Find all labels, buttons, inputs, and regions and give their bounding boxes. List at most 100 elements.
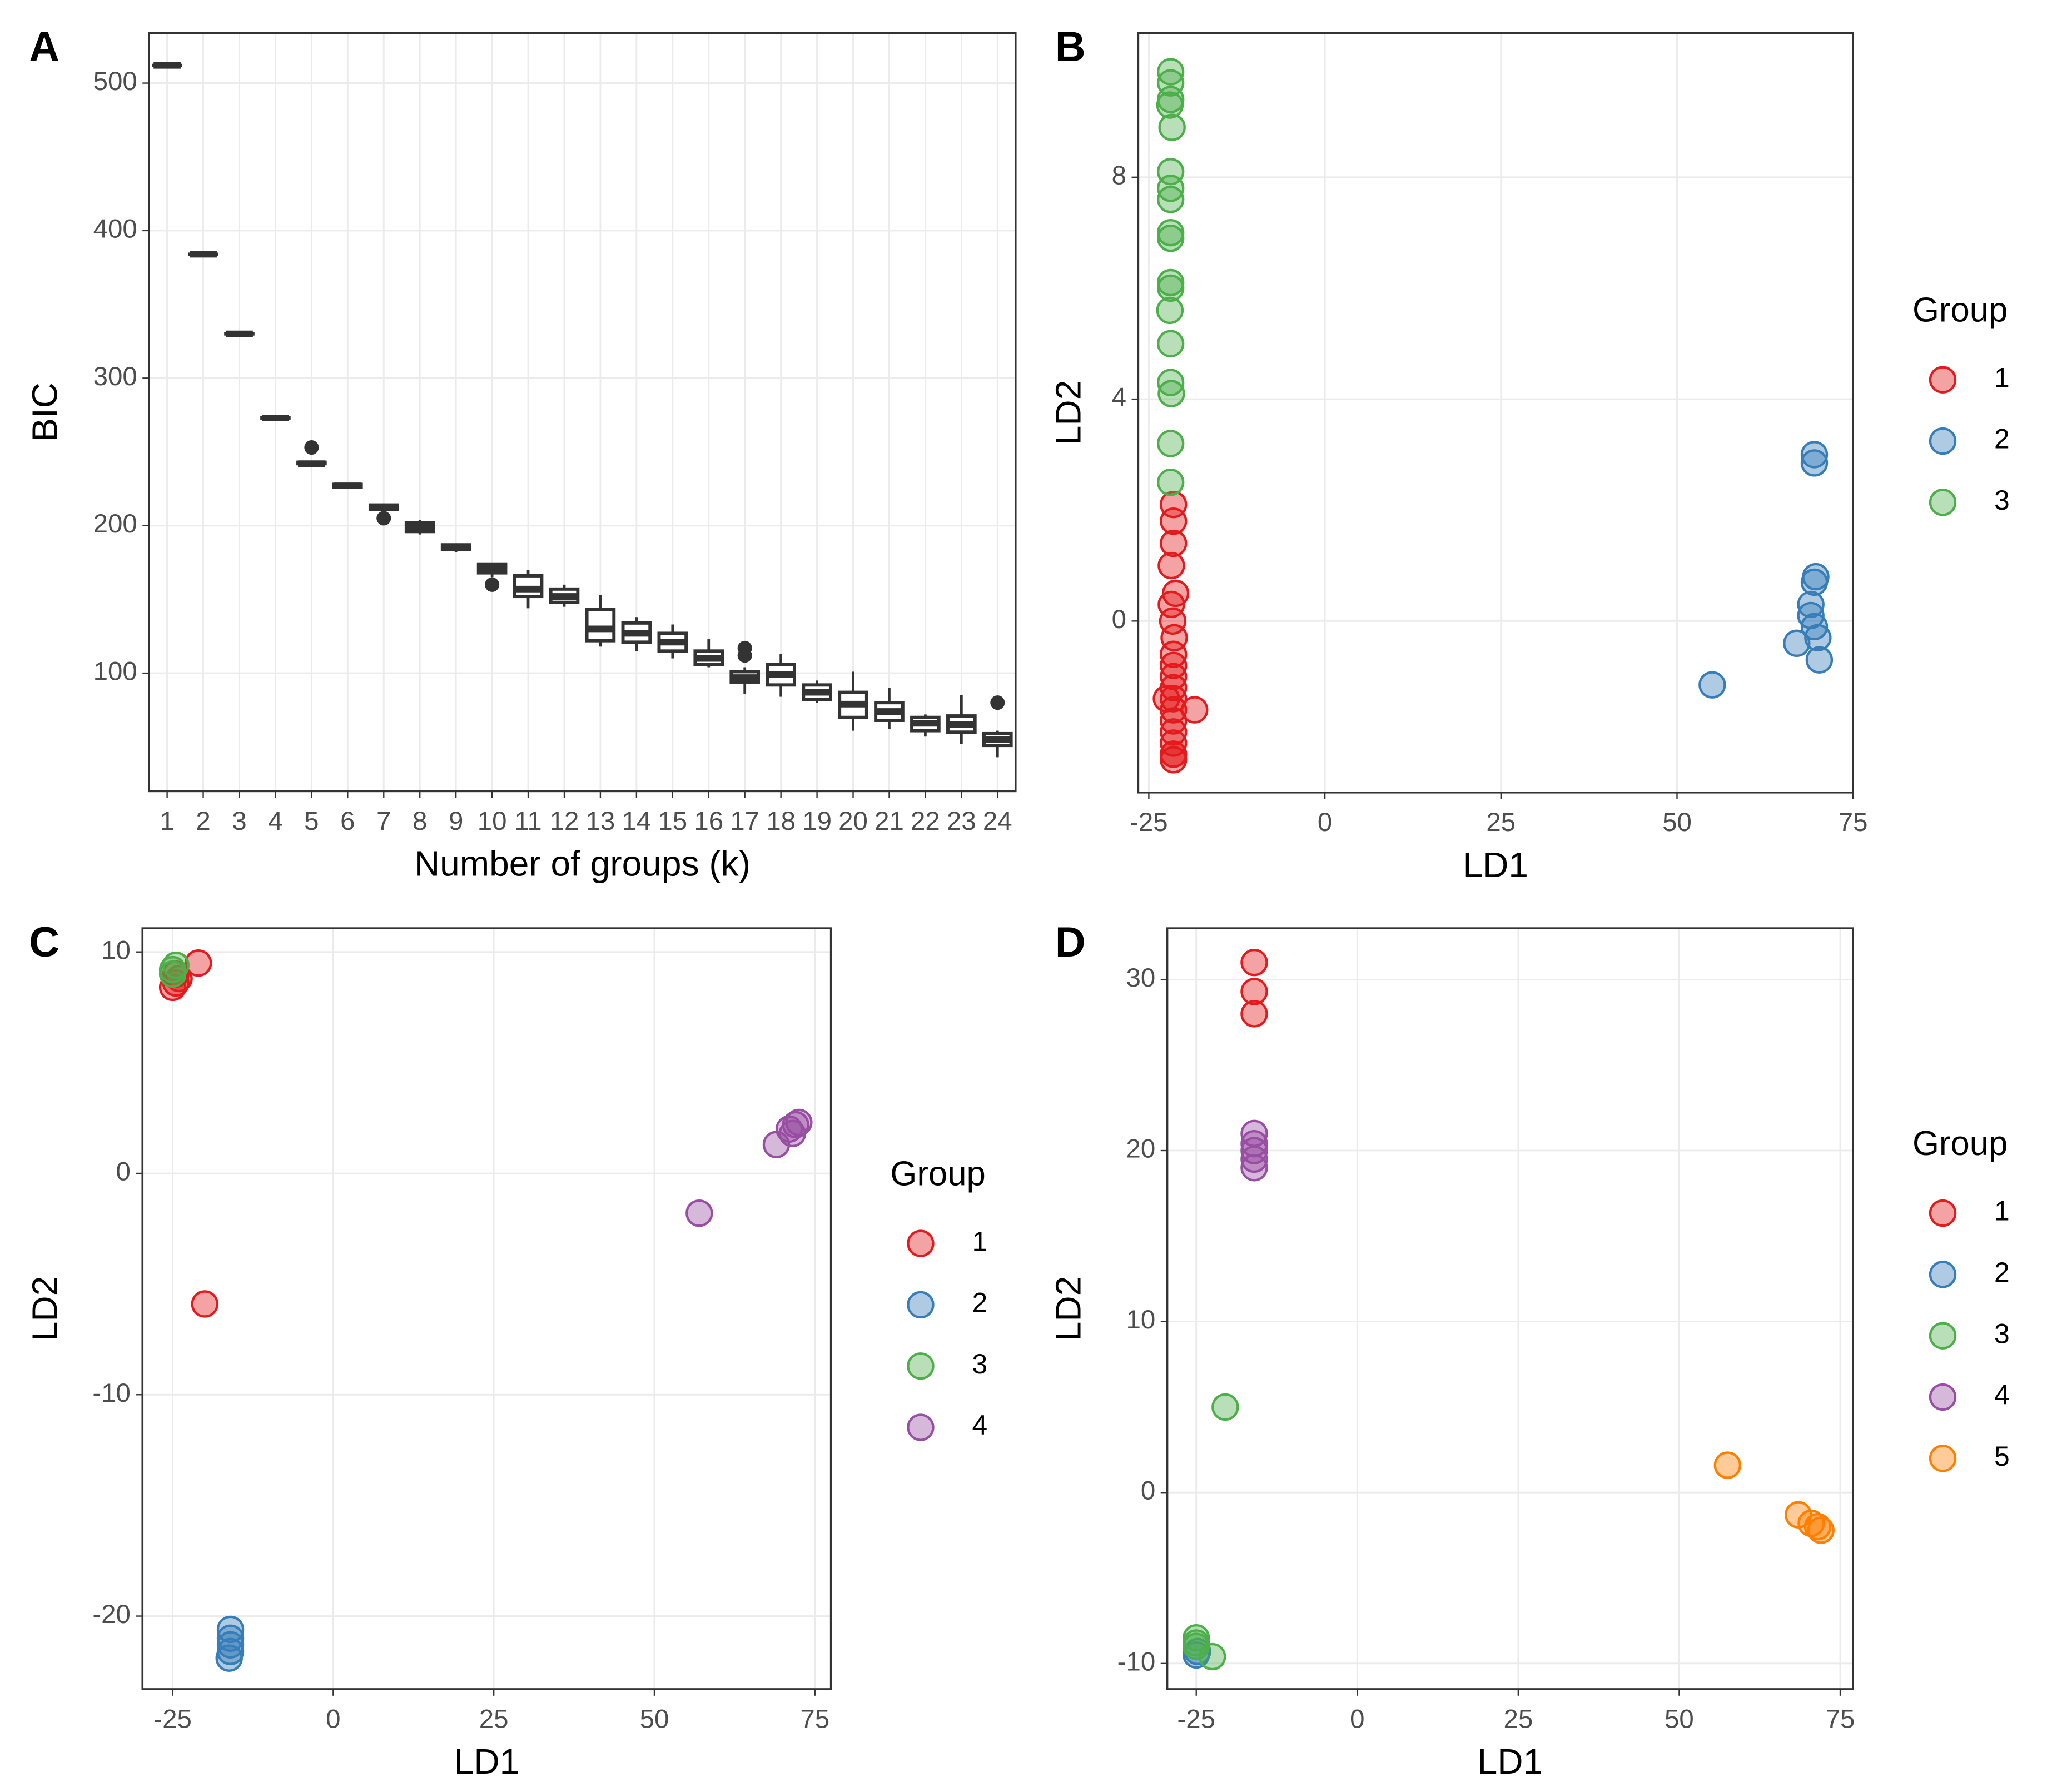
plot-background: [142, 928, 831, 1689]
legend-label: 3: [972, 1348, 987, 1380]
plot-background: [149, 33, 1016, 792]
plot-background: [1138, 33, 1854, 793]
point: [1240, 1154, 1268, 1182]
point: [1160, 640, 1188, 668]
point: [1156, 330, 1185, 357]
x-tick-label: 24: [983, 807, 1012, 836]
point: [1797, 590, 1825, 619]
point: [1183, 1629, 1210, 1657]
x-tick-label: -25: [153, 1704, 192, 1734]
legend-label: 1: [1994, 362, 2010, 393]
x-tick-label: 23: [947, 807, 976, 836]
legend-key: [907, 1291, 935, 1319]
x-tick-label: 13: [586, 807, 615, 836]
outlier: [485, 577, 500, 592]
y-tick-label: 10: [1126, 1305, 1155, 1335]
outlier: [737, 640, 752, 656]
point: [1713, 1451, 1741, 1479]
panel-label: A: [29, 23, 59, 71]
legend-key: [907, 1413, 935, 1441]
x-tick-label: 9: [449, 807, 463, 836]
x-tick-label: 12: [550, 807, 579, 836]
plot-border: [1137, 32, 1854, 794]
point: [1240, 1145, 1268, 1173]
point: [1805, 646, 1834, 674]
point: [1156, 175, 1185, 202]
outlier: [304, 440, 319, 455]
point: [1160, 507, 1188, 535]
legend-title: Group: [890, 1154, 985, 1193]
x-axis-title: LD1: [1478, 1741, 1543, 1781]
legend-key: [1929, 366, 1957, 394]
x-tick-label: 6: [340, 807, 355, 836]
legend-key: [1929, 1322, 1957, 1350]
plot-background: [1167, 928, 1854, 1689]
point: [1156, 296, 1184, 325]
y-tick-label: 100: [93, 657, 137, 686]
x-tick-label: 7: [376, 807, 391, 836]
x-tick-label: 11: [514, 807, 541, 836]
x-axis-title: LD1: [1463, 845, 1529, 885]
y-tick-label: 4: [1112, 383, 1126, 412]
panel-label: B: [1055, 23, 1086, 71]
x-tick-label: 25: [1503, 1704, 1533, 1734]
point: [191, 1290, 219, 1318]
point: [1156, 469, 1185, 496]
x-tick-label: 15: [658, 807, 687, 836]
x-tick-label: 25: [1486, 808, 1516, 837]
x-tick-label: -25: [1177, 1704, 1215, 1734]
x-tick-label: 17: [730, 807, 759, 836]
plot-border: [1166, 927, 1854, 1690]
legend-label: 3: [1994, 485, 2010, 516]
outlier: [376, 511, 391, 526]
x-tick-label: 3: [232, 807, 246, 836]
point: [1160, 718, 1188, 746]
x-tick-label: 19: [802, 807, 832, 836]
point: [215, 1644, 243, 1672]
point: [1240, 1000, 1268, 1028]
legend-key: [907, 1352, 935, 1380]
point: [1800, 441, 1829, 469]
point: [1157, 380, 1185, 407]
legend-key: [1929, 1445, 1957, 1472]
point: [1158, 113, 1186, 141]
point: [1240, 978, 1268, 1005]
outlier: [990, 695, 1005, 710]
plot-border: [141, 927, 832, 1690]
legend-label: 5: [1994, 1441, 2010, 1472]
point: [1156, 274, 1185, 302]
x-tick-label: 18: [766, 807, 796, 836]
point: [1156, 224, 1185, 252]
point: [1156, 91, 1184, 119]
legend-title: Group: [1912, 1124, 2008, 1163]
plot-border: [148, 32, 1017, 793]
y-tick-label: -10: [1117, 1647, 1156, 1676]
x-tick-label: 75: [1826, 1704, 1855, 1734]
y-tick-label: 0: [1112, 605, 1126, 634]
panel-label: C: [29, 919, 59, 966]
point: [1156, 430, 1185, 457]
panel-label: D: [1055, 919, 1086, 966]
y-tick-label: 20: [1126, 1134, 1155, 1164]
legend-key: [1929, 1199, 1957, 1227]
x-tick-label: 10: [478, 807, 507, 836]
point: [1181, 696, 1209, 724]
point: [1156, 186, 1185, 213]
legend-label: 4: [1994, 1380, 2010, 1411]
x-axis-title: Number of groups (k): [414, 844, 751, 884]
point: [1783, 629, 1811, 657]
legend-key: [1929, 1383, 1957, 1411]
x-tick-label: 5: [304, 807, 319, 836]
point: [685, 1199, 713, 1227]
x-tick-label: 0: [326, 1704, 340, 1734]
legend-label: 4: [972, 1410, 987, 1441]
x-tick-label: 22: [911, 807, 940, 836]
legend-label: 2: [1994, 1257, 2010, 1288]
legend-key: [1929, 427, 1957, 455]
x-tick-label: 50: [1665, 1704, 1694, 1734]
point: [1211, 1393, 1239, 1421]
point: [185, 949, 212, 977]
point: [1807, 1516, 1835, 1544]
x-tick-label: 2: [196, 807, 210, 836]
